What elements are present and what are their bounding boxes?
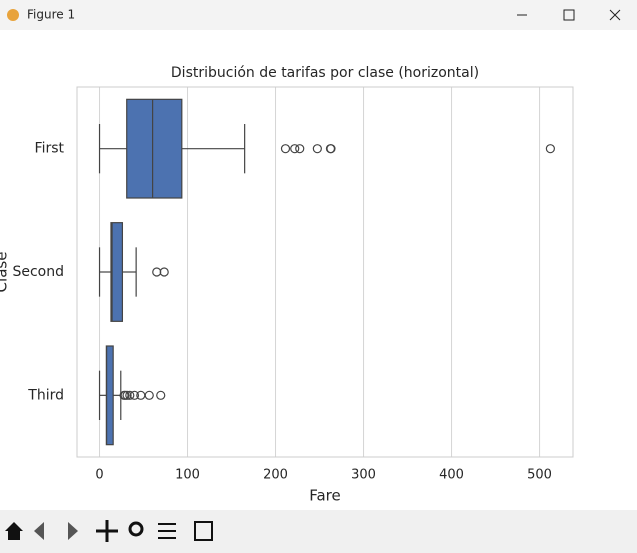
x-axis-label: Fare (309, 487, 341, 505)
close-button[interactable] (609, 9, 621, 21)
x-tick-label: 500 (527, 468, 552, 483)
x-tick-label: 400 (439, 468, 464, 483)
box (105, 345, 114, 446)
outlier (312, 144, 322, 154)
y-tick-label: First (35, 141, 65, 157)
outlier (280, 144, 291, 154)
box (126, 98, 183, 199)
outlier (122, 390, 132, 400)
chart-title: Distribución de tarifas por clase (horiz… (171, 65, 479, 81)
pan-button[interactable] (96, 520, 118, 542)
plot: 0 100 200 300 400 500 First Second Third (12, 87, 555, 483)
window-title: Figure 1 (27, 8, 75, 22)
outlier (545, 144, 555, 154)
outlier (129, 390, 140, 400)
outlier (156, 390, 166, 400)
box (110, 222, 124, 322)
maximize-button[interactable] (563, 9, 575, 21)
y-axis-label: Clase (0, 252, 11, 293)
y-tick-label: Second (12, 264, 64, 280)
x-tick-label: 200 (263, 468, 288, 483)
forward-button[interactable] (68, 522, 78, 540)
outlier (159, 267, 169, 277)
y-tick-label: Third (27, 387, 64, 403)
x-tick-label: 100 (175, 468, 200, 483)
plot-frame (76, 86, 574, 458)
title-bar (0, 0, 637, 30)
outlier (326, 144, 336, 154)
x-tick-label: 0 (95, 468, 103, 483)
configure-button[interactable] (158, 523, 176, 539)
toolbar (0, 510, 637, 553)
outlier (290, 144, 300, 154)
home-button[interactable] (5, 522, 23, 540)
outlier (144, 390, 154, 400)
x-tick-label: 300 (351, 468, 376, 483)
app-icon (7, 9, 19, 21)
zoom-button[interactable] (128, 521, 144, 537)
save-button[interactable] (194, 521, 213, 541)
outlier (295, 144, 305, 154)
back-button[interactable] (34, 522, 44, 540)
outlier (125, 390, 135, 400)
